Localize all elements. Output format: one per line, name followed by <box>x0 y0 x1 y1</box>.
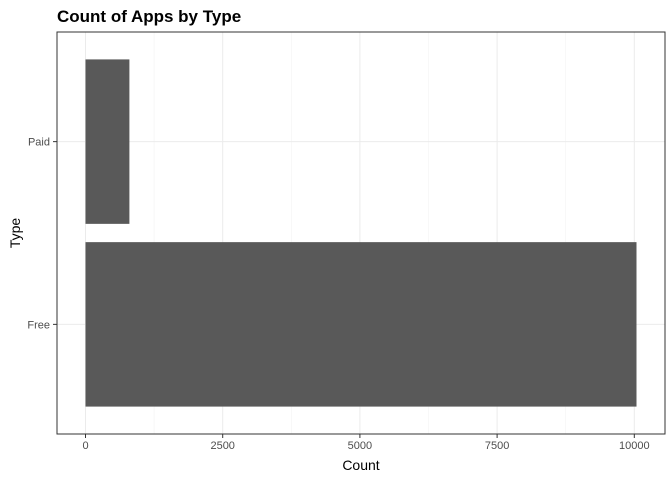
bar-paid <box>85 59 130 224</box>
x-axis: 0 2500 5000 7500 10000 <box>82 434 650 452</box>
plot-panel <box>56 31 666 435</box>
y-tick-label: Paid <box>28 137 50 149</box>
x-tick-label: 10000 <box>619 440 650 452</box>
x-axis-title: Count <box>342 457 379 473</box>
panel-border <box>56 31 666 435</box>
bar-free <box>85 242 637 407</box>
x-tick-label: 0 <box>82 440 88 452</box>
y-axis-title: Type <box>7 218 23 249</box>
x-tick-label: 2500 <box>210 440 234 452</box>
y-tick-label: Free <box>27 319 50 331</box>
x-tick-label: 5000 <box>348 440 372 452</box>
chart-title: Count of Apps by Type <box>57 7 241 26</box>
bars <box>85 59 637 407</box>
x-tick-label: 7500 <box>485 440 509 452</box>
y-axis: Free Paid <box>27 137 57 331</box>
